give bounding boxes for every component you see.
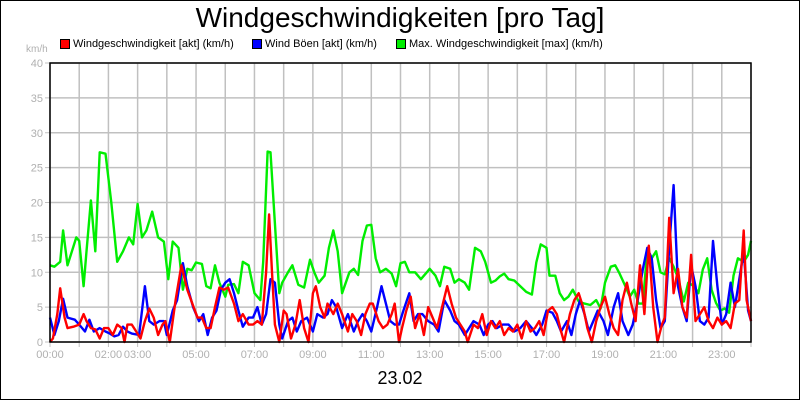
x-tick-label: 17:00 — [533, 349, 561, 361]
x-tick-label: 03:00 — [124, 349, 152, 361]
y-tick-label: 25 — [31, 163, 43, 175]
y-tick-label: 10 — [31, 267, 43, 279]
y-tick-label: 40 — [31, 58, 43, 70]
legend-label: Windgeschwindigkeit [akt] (km/h) — [73, 38, 234, 50]
legend-item-gusts: Wind Böen [akt] (km/h) — [252, 38, 377, 50]
legend-swatch-blue-icon — [252, 39, 262, 49]
legend-label: Max. Windgeschwindigkeit [max] (km/h) — [409, 38, 603, 50]
x-tick-label: 09:00 — [299, 349, 327, 361]
x-tick-label: 19:00 — [591, 349, 619, 361]
y-tick-label: 5 — [37, 302, 43, 314]
legend-item-max-wind: Max. Windgeschwindigkeit [max] (km/h) — [396, 38, 603, 50]
y-axis-unit: km/h — [26, 44, 48, 55]
legend-item-wind-speed: Windgeschwindigkeit [akt] (km/h) — [60, 38, 234, 50]
legend-label: Wind Böen [akt] (km/h) — [265, 38, 377, 50]
x-tick-label: 02:00 — [95, 349, 123, 361]
x-tick-label: 00:00 — [36, 349, 64, 361]
chart-title: Windgeschwindigkeiten [pro Tag] — [195, 2, 605, 33]
plot-border — [49, 62, 752, 343]
legend-swatch-green-icon — [396, 39, 406, 49]
series-line — [48, 183, 753, 340]
x-tick-label: 07:00 — [241, 349, 269, 361]
y-tick-label: 0 — [37, 337, 43, 349]
y-tick-label: 20 — [31, 198, 43, 210]
x-tick-label: 05:00 — [182, 349, 210, 361]
x-tick-label: 15:00 — [474, 349, 502, 361]
y-tick-label: 15 — [31, 232, 43, 244]
y-tick-label: 35 — [31, 93, 43, 105]
y-tick-label: 30 — [31, 128, 43, 140]
x-tick-label: 23:00 — [708, 349, 736, 361]
x-tick-label: 11:00 — [358, 349, 385, 361]
series-line — [49, 150, 753, 314]
x-tick-label: 13:00 — [416, 349, 444, 361]
legend-swatch-red-icon — [60, 39, 70, 49]
x-axis-date-label: 23.02 — [377, 368, 423, 388]
x-tick-label: 21:00 — [650, 349, 678, 361]
